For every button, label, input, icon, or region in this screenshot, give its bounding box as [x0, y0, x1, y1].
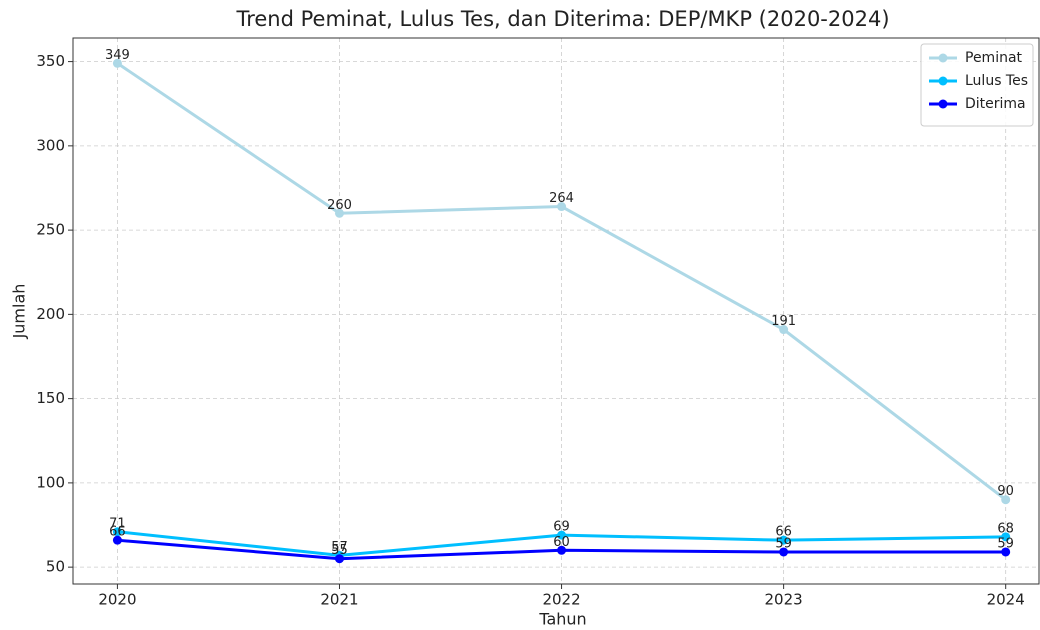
legend-label: Diterima	[965, 96, 1026, 112]
data-label: 191	[771, 314, 796, 329]
point	[779, 325, 789, 335]
data-label: 66	[775, 525, 792, 540]
x-tick-label: 2021	[320, 591, 358, 609]
data-label: 66	[109, 525, 126, 540]
point	[112, 535, 122, 545]
data-label: 59	[997, 536, 1014, 551]
plot-frame	[72, 37, 1040, 585]
point	[557, 545, 567, 555]
data-label: 55	[331, 543, 348, 558]
x-tick-label: 2022	[542, 591, 580, 609]
point	[779, 535, 789, 545]
point	[1001, 532, 1011, 542]
legend-marker	[938, 76, 948, 86]
y-tick-label: 200	[36, 305, 65, 323]
y-tick-label: 100	[36, 473, 65, 491]
data-label: 71	[109, 516, 126, 531]
data-label: 260	[327, 198, 352, 213]
y-axis-label: Jumlah	[10, 284, 29, 340]
series-line	[116, 62, 1007, 501]
point	[1001, 547, 1011, 557]
data-label: 57	[331, 540, 348, 555]
point	[557, 202, 567, 212]
point	[334, 208, 344, 218]
x-axis-label: Tahun	[538, 610, 586, 629]
x-tick-label: 2020	[98, 591, 136, 609]
data-label: 90	[997, 484, 1014, 499]
y-tick-label: 150	[36, 389, 65, 407]
y-tick-label: 250	[36, 221, 65, 239]
data-label: 349	[105, 48, 130, 63]
data-label: 69	[553, 520, 570, 535]
legend-marker	[938, 53, 948, 63]
data-label: 68	[997, 521, 1014, 536]
legend: Peminat Lulus Tes Diterima	[920, 43, 1034, 127]
data-label: 264	[549, 191, 574, 206]
legend-label: Peminat	[965, 50, 1023, 66]
point	[779, 547, 789, 557]
legend-label: Lulus Tes	[965, 73, 1028, 89]
point	[1001, 495, 1011, 505]
legend-marker	[938, 99, 948, 109]
y-tick-label: 350	[36, 52, 65, 70]
data-label: 59	[775, 536, 792, 551]
x-tick-label: 2024	[987, 591, 1025, 609]
chart-title: Trend Peminat, Lulus Tes, dan Diterima: …	[235, 7, 889, 31]
y-tick-label: 50	[46, 558, 65, 576]
point	[334, 554, 344, 564]
x-tick-label: 2023	[765, 591, 803, 609]
point	[112, 527, 122, 537]
y-tick-label: 300	[36, 136, 65, 154]
point	[112, 58, 122, 68]
data-label: 60	[553, 535, 570, 550]
point	[557, 530, 567, 540]
